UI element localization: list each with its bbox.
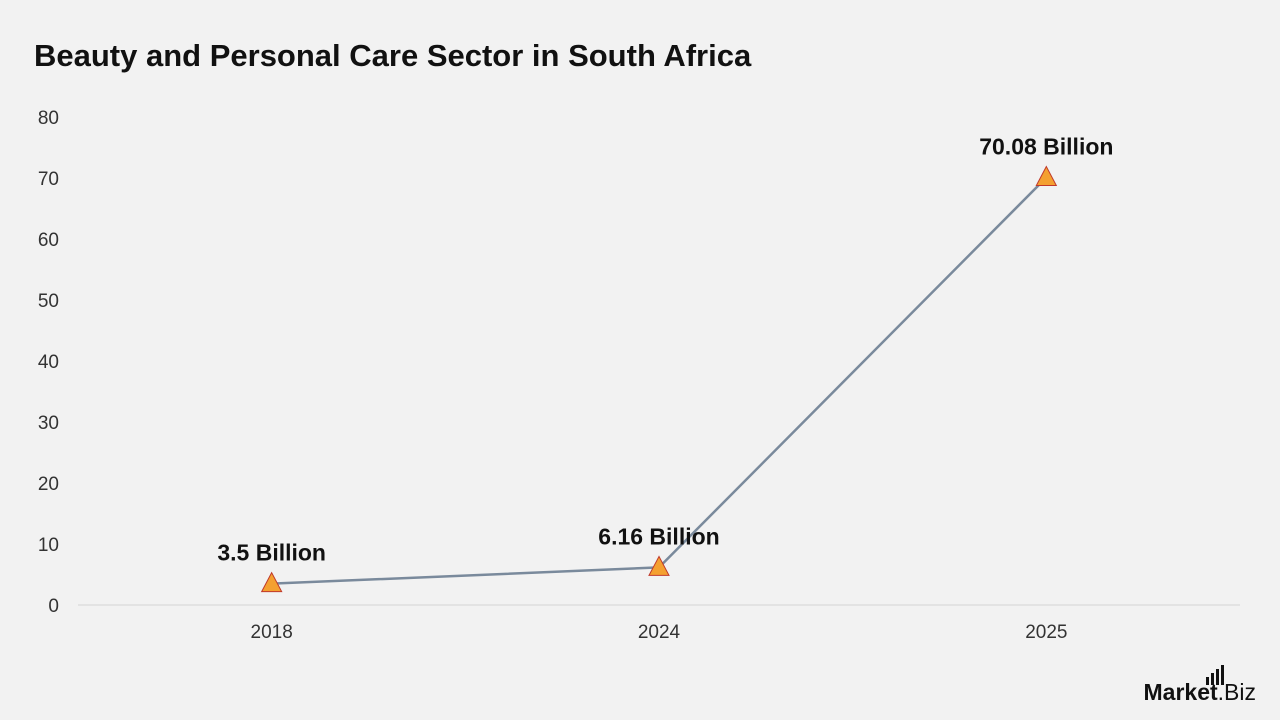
y-tick-label: 40 (38, 352, 59, 373)
data-point-marker (1035, 165, 1058, 187)
y-tick-label: 30 (38, 413, 59, 434)
data-label: 3.5 Billion (217, 540, 326, 566)
y-tick-label: 70 (38, 169, 59, 190)
y-tick-label: 50 (38, 291, 59, 312)
data-point-marker (648, 555, 670, 576)
y-tick-label: 0 (48, 596, 59, 617)
data-markers (260, 165, 1058, 593)
x-tick-label: 2025 (1025, 622, 1067, 643)
data-labels: 3.5 Billion 6.16 Billion 70.08 Billion (217, 134, 1113, 566)
data-point-marker (260, 571, 283, 593)
y-tick-label: 20 (38, 474, 59, 495)
y-tick-label: 60 (38, 230, 59, 251)
data-label: 70.08 Billion (979, 134, 1113, 160)
y-tick-label: 10 (38, 535, 59, 556)
data-label: 6.16 Billion (598, 523, 719, 549)
y-axis: 0 10 20 30 40 50 60 70 80 (38, 108, 59, 617)
x-tick-label: 2024 (638, 622, 681, 643)
logo-bars-icon (1205, 665, 1224, 685)
marketbiz-logo: Market .Biz (1144, 665, 1256, 706)
y-tick-label: 80 (38, 108, 59, 129)
x-tick-label: 2018 (251, 622, 293, 643)
logo-market-text: Market (1144, 665, 1224, 706)
chart-title: Beauty and Personal Care Sector in South… (34, 38, 752, 73)
logo-biz-text: .Biz (1217, 679, 1256, 705)
x-axis: 2018 2024 2025 (78, 604, 1240, 643)
